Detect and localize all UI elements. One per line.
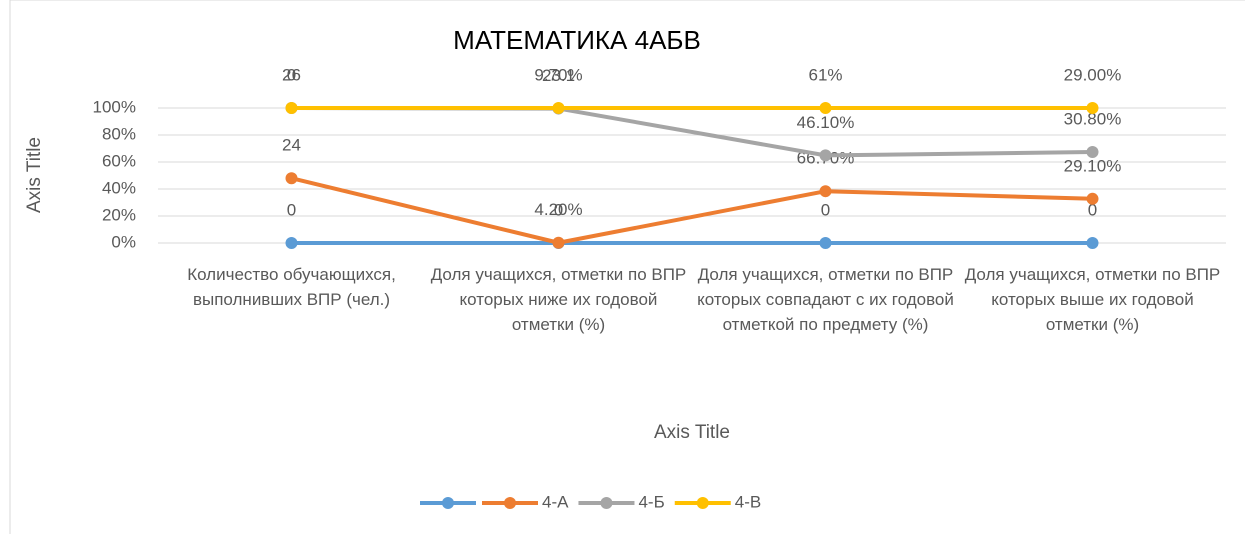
y-tick-label: 20% — [102, 205, 136, 224]
x-axis-title: Axis Title — [654, 422, 730, 443]
legend-marker — [600, 497, 613, 509]
marker — [819, 237, 832, 249]
x-tick-label: Доля учащихся, отметки по ВПР которых ни… — [430, 265, 687, 334]
y-tick-label: 40% — [102, 178, 136, 197]
data-label: 0 — [554, 200, 563, 219]
marker — [552, 236, 565, 249]
marker — [819, 185, 832, 198]
marker — [819, 102, 832, 114]
data-label: 0 — [1088, 200, 1097, 219]
data-label: 30.80% — [1064, 110, 1122, 129]
legend-label: 4-А — [542, 492, 569, 511]
legend-marker — [442, 497, 454, 509]
data-label: 24 — [282, 136, 301, 155]
marker — [285, 237, 298, 249]
marker — [1086, 146, 1099, 159]
data-label: 4.20% — [534, 200, 582, 219]
data-label: 26 — [282, 65, 301, 84]
data-label: 9.70% — [534, 65, 582, 84]
legend-marker — [696, 497, 709, 509]
data-label: 23.1 — [542, 66, 575, 85]
y-axis-title: Axis Title — [24, 137, 45, 213]
marker — [1086, 102, 1099, 114]
marker — [819, 149, 832, 162]
data-label: 29.10% — [1064, 156, 1122, 175]
data-label: 29.00% — [1064, 65, 1122, 84]
series-line — [291, 176, 1093, 245]
chart-border — [9, 0, 1245, 534]
legend-label: 4-Б — [638, 492, 664, 511]
x-tick-label: Доля учащихся, отметки по ВПР которых вы… — [964, 265, 1221, 334]
chart-title: МАТЕМАТИКА 4АБВ — [453, 25, 701, 55]
data-label: 61% — [808, 65, 842, 84]
series-line — [291, 106, 1093, 158]
marker — [1086, 192, 1099, 205]
data-label: 0 — [821, 200, 830, 219]
x-tick-label: Количество обучающихся, выполнивших ВПР … — [187, 265, 396, 309]
y-tick-label: 80% — [102, 124, 136, 143]
marker — [285, 102, 298, 114]
data-label: 0 — [287, 200, 296, 219]
y-tick-label: 100% — [93, 97, 136, 116]
marker — [552, 102, 565, 114]
y-tick-label: 60% — [102, 151, 136, 170]
marker — [285, 172, 298, 185]
x-tick-label: Доля учащихся, отметки по ВПР которых со… — [697, 265, 954, 334]
data-label: 46.10% — [797, 113, 855, 132]
marker — [1086, 237, 1099, 249]
data-label: 0 — [287, 65, 296, 84]
legend-label: 4-В — [735, 492, 761, 511]
y-tick-label: 0% — [111, 232, 136, 251]
legend-marker — [504, 497, 516, 509]
